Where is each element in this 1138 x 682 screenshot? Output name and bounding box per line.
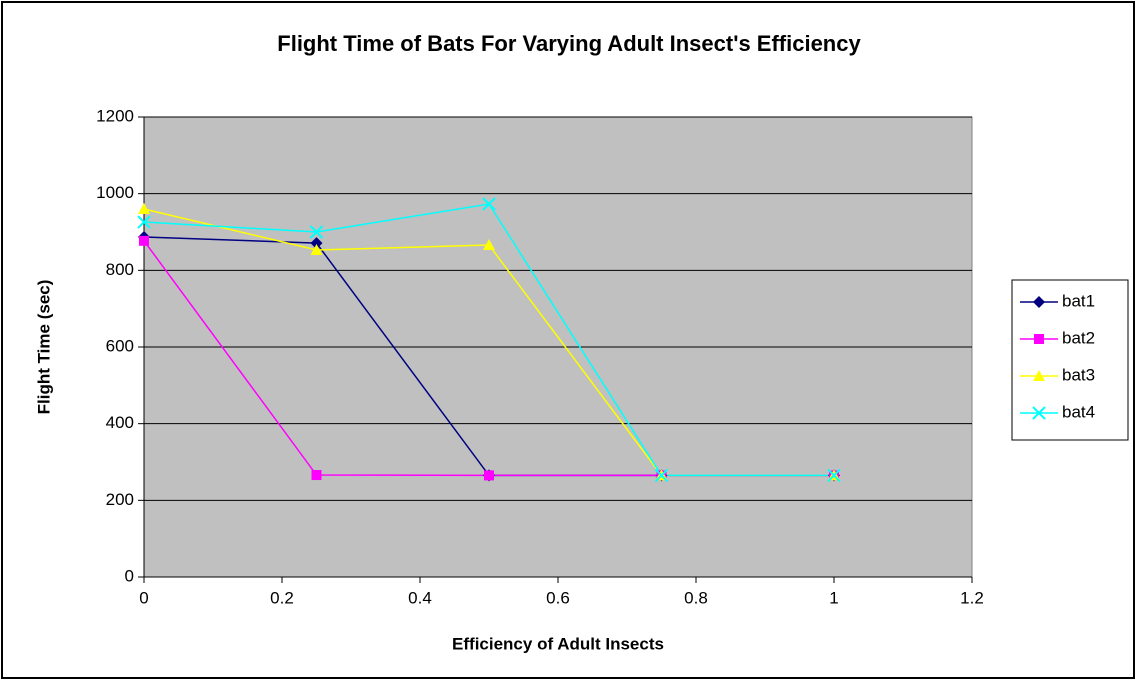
x-axis-label: Efficiency of Adult Insects — [452, 634, 664, 653]
x-tick-label: 0.8 — [684, 588, 708, 607]
data-point — [310, 244, 323, 256]
legend-label: bat2 — [1062, 328, 1095, 347]
data-point — [827, 468, 841, 483]
legend-label: bat3 — [1062, 365, 1095, 384]
y-tick-label: 1000 — [96, 183, 134, 202]
y-tick-label: 0 — [125, 566, 134, 585]
data-point — [310, 237, 323, 250]
y-tick-label: 400 — [106, 413, 134, 432]
y-axis-label: Flight Time (sec) — [34, 280, 53, 415]
legend-marker — [1032, 406, 1046, 420]
y-tick-label: 200 — [106, 490, 134, 509]
x-tick-label: 0.2 — [270, 588, 294, 607]
chart-title: Flight Time of Bats For Varying Adult In… — [277, 31, 861, 56]
x-tick-label: 1.2 — [960, 588, 984, 607]
data-point — [309, 225, 324, 239]
data-point — [137, 215, 151, 229]
x-tick-label: 0 — [139, 588, 148, 607]
legend-marker — [1034, 334, 1044, 344]
y-tick-label: 800 — [106, 260, 134, 279]
data-point — [654, 468, 669, 483]
x-tick-label: 0.6 — [546, 588, 570, 607]
data-point — [482, 197, 496, 211]
y-tick-label: 1200 — [96, 106, 134, 125]
legend-label: bat4 — [1062, 402, 1095, 421]
data-point — [311, 470, 322, 481]
data-point — [138, 203, 150, 214]
y-tick-label: 600 — [106, 336, 134, 355]
data-point — [139, 235, 149, 246]
legend-label: bat1 — [1062, 291, 1095, 310]
data-point — [484, 470, 494, 481]
x-tick-label: 0.4 — [408, 588, 432, 607]
x-tick-label: 1 — [829, 588, 838, 607]
data-point — [483, 239, 495, 251]
legend-marker — [1033, 370, 1045, 381]
legend-marker — [1033, 296, 1045, 308]
